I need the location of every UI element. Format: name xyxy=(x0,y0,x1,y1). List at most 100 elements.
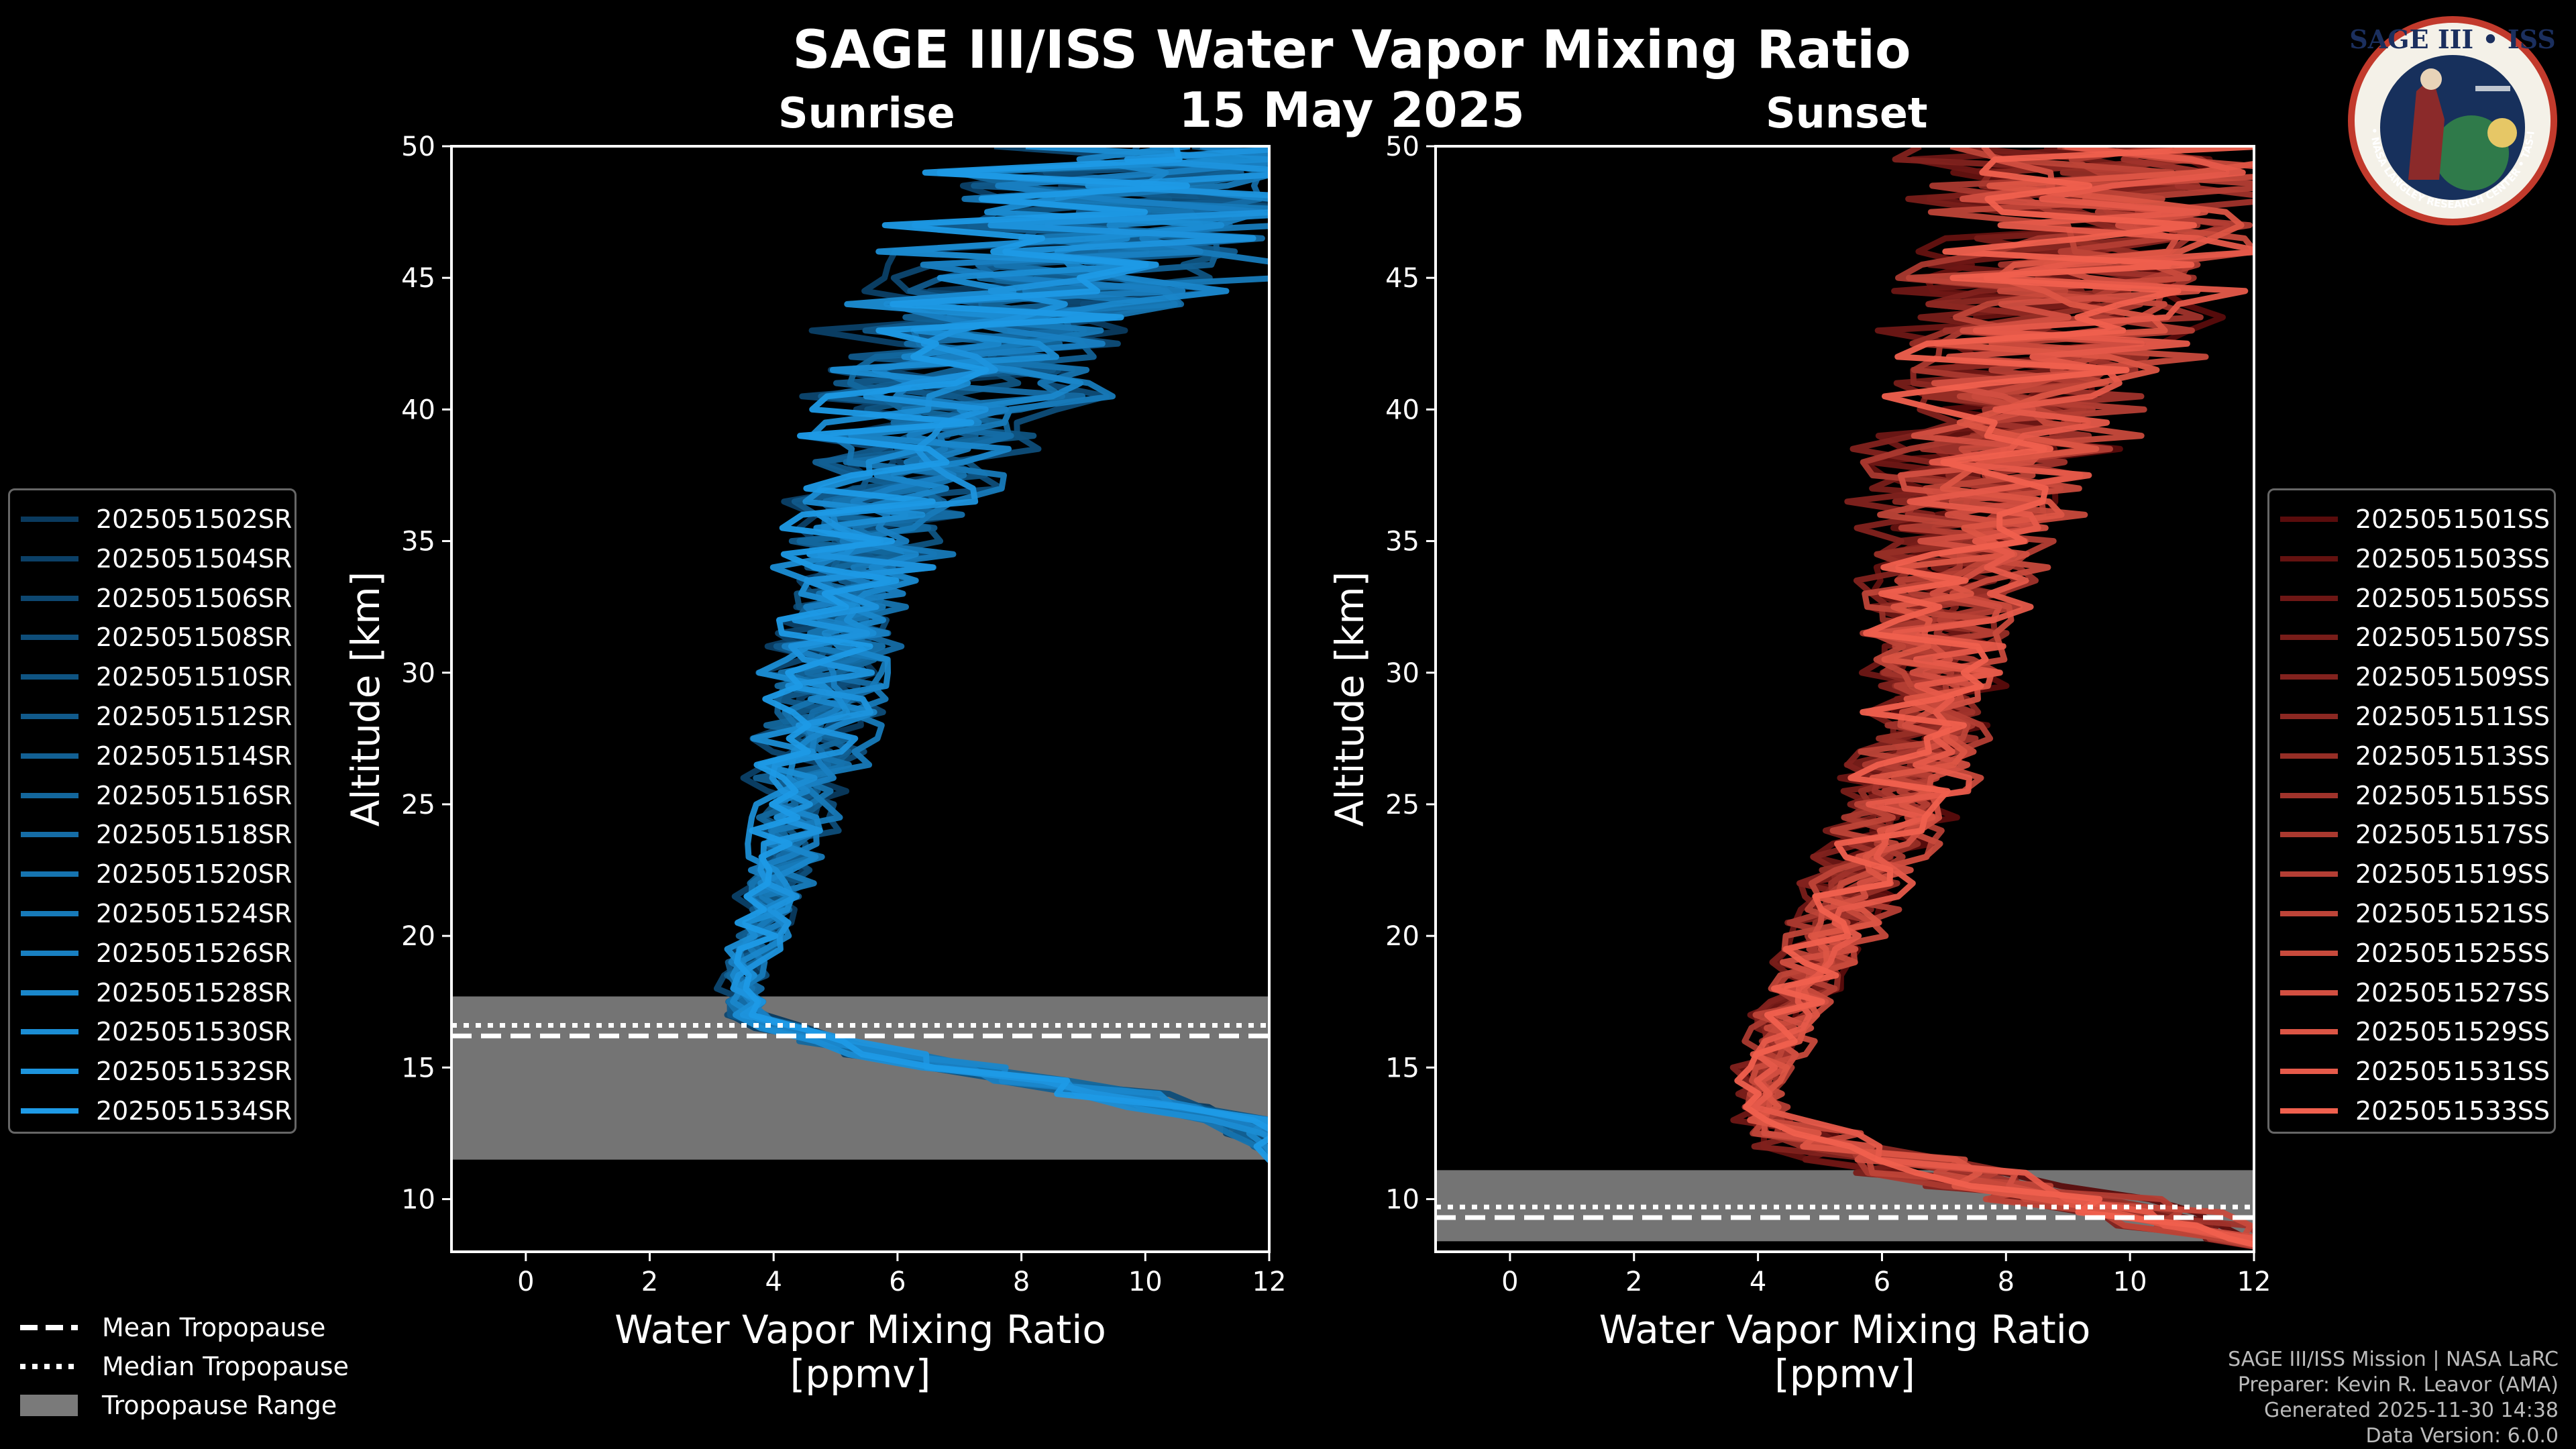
sunset-profile-line xyxy=(1750,146,2254,1242)
sunrise-legend: 2025051502SR 2025051504SR 2025051506SR 2025… xyxy=(8,488,297,1134)
sunset-y-tick-label: 20 xyxy=(1385,921,1419,952)
legend-swatch xyxy=(21,1029,78,1035)
legend-label: 2025051534SR xyxy=(96,1096,292,1126)
legend-label: 2025051513SS xyxy=(2355,741,2551,771)
footer-generated: Generated 2025-11-30 14:38 xyxy=(2263,1399,2559,1422)
sunset-legend: 2025051501SS 2025051503SS 2025051505SS 2025… xyxy=(2267,488,2556,1134)
legend-label: 2025051505SS xyxy=(2355,583,2551,613)
legend-label: 2025051526SR xyxy=(96,938,292,968)
logo-title-text: SAGE III • ISS xyxy=(2349,24,2555,54)
legend-entry: 2025051527SS xyxy=(2269,973,2550,1012)
legend-entry: 2025051510SR xyxy=(10,657,292,696)
footer-preparer: Preparer: Kevin R. Leavor (AMA) xyxy=(2237,1373,2559,1397)
legend-entry: 2025051528SR xyxy=(10,973,292,1012)
legend-swatch xyxy=(2280,1108,2338,1114)
tropopause-legend: Mean Tropopause Median Tropopause Tropop… xyxy=(20,1308,349,1425)
sunset-y-tick-label: 25 xyxy=(1385,790,1419,820)
legend-entry: 2025051516SR xyxy=(10,776,292,815)
sunrise-x-tick-label: 10 xyxy=(1128,1267,1163,1297)
legend-swatch xyxy=(2280,950,2338,956)
logo-sun xyxy=(2487,118,2517,148)
sunrise-axes-frame xyxy=(450,145,1271,1253)
legend-swatch xyxy=(2280,832,2338,838)
legend-entry: 2025051533SS xyxy=(2269,1091,2550,1130)
legend-label: 2025051531SS xyxy=(2355,1057,2551,1087)
legend-entry: 2025051515SS xyxy=(2269,776,2550,815)
sunset-x-tick-label: 10 xyxy=(2113,1267,2147,1297)
sunrise-x-tick-label: 6 xyxy=(889,1267,906,1297)
legend-swatch xyxy=(21,517,78,522)
footer-credits: SAGE III/ISS Mission | NASA LaRC Prepare… xyxy=(2228,1347,2559,1449)
sunset-profile-line xyxy=(1747,160,2254,1247)
legend-entry: 2025051508SR xyxy=(10,618,292,657)
legend-entry: 2025051514SR xyxy=(10,737,292,775)
tropopause-legend-mean: Mean Tropopause xyxy=(20,1308,349,1347)
legend-swatch xyxy=(21,989,78,996)
legend-label: 2025051504SR xyxy=(96,543,292,574)
legend-swatch xyxy=(2280,555,2338,561)
legend-swatch xyxy=(21,950,78,956)
median-tropopause-label: Median Tropopause xyxy=(102,1352,349,1381)
legend-swatch xyxy=(21,1069,78,1075)
sunrise-x-tick-label: 4 xyxy=(765,1267,782,1297)
legend-entry: 2025051531SS xyxy=(2269,1052,2550,1091)
sunset-y-tick-label: 35 xyxy=(1385,527,1419,557)
sunrise-y-tick-label: 30 xyxy=(401,658,435,689)
legend-entry: 2025051532SR xyxy=(10,1052,292,1091)
legend-swatch xyxy=(21,595,78,601)
sunset-profile-line xyxy=(1734,146,2254,1248)
sunset-x-axis-label: Water Vapor Mixing Ratio xyxy=(1599,1307,2091,1352)
sunset-x-tick-label: 0 xyxy=(1501,1267,1518,1297)
tropopause-range-label: Tropopause Range xyxy=(102,1391,337,1420)
sunrise-x-tick-label: 8 xyxy=(1013,1267,1030,1297)
legend-swatch xyxy=(21,753,78,759)
legend-swatch xyxy=(2280,989,2338,996)
sunset-axes-frame xyxy=(1434,145,2255,1253)
legend-entry: 2025051526SR xyxy=(10,934,292,973)
legend-entry: 2025051512SR xyxy=(10,697,292,736)
legend-label: 2025051511SS xyxy=(2355,702,2551,731)
legend-label: 2025051519SS xyxy=(2355,859,2551,890)
sunrise-y-tick-label: 20 xyxy=(401,921,435,952)
legend-swatch xyxy=(2280,792,2338,798)
legend-label: 2025051510SR xyxy=(96,662,292,692)
sunset-y-axis-label: Altitude [km] xyxy=(1327,572,1373,826)
sunset-plot-area xyxy=(1436,146,2254,1250)
legend-entry: 2025051519SS xyxy=(2269,855,2550,894)
legend-label: 2025051508SR xyxy=(96,623,292,653)
legend-label: 2025051533SS xyxy=(2355,1096,2551,1126)
range-swatch xyxy=(20,1395,78,1416)
footer-version: Data Version: 6.0.0 xyxy=(2365,1424,2559,1448)
legend-entry: 2025051504SR xyxy=(10,539,292,578)
legend-entry: 2025051525SS xyxy=(2269,934,2550,973)
legend-entry: 2025051517SS xyxy=(2269,815,2550,854)
footer-mission: SAGE III/ISS Mission | NASA LaRC xyxy=(2228,1348,2559,1371)
legend-swatch xyxy=(21,674,78,680)
legend-swatch xyxy=(2280,911,2338,916)
sunset-x-tick-label: 2 xyxy=(1625,1267,1642,1297)
legend-entry: 2025051513SS xyxy=(2269,737,2550,775)
sunset-y-tick-label: 40 xyxy=(1385,394,1419,425)
sunset-x-tick-label: 6 xyxy=(1874,1267,1890,1297)
legend-label: 2025051521SS xyxy=(2355,899,2551,928)
sunrise-y-tick-label: 10 xyxy=(401,1185,435,1216)
logo-figure xyxy=(2408,76,2445,180)
legend-swatch xyxy=(21,1108,78,1114)
legend-label: 2025051525SS xyxy=(2355,938,2551,968)
legend-entry: 2025051509SS xyxy=(2269,657,2550,696)
mean-line-swatch xyxy=(20,1325,78,1330)
legend-label: 2025051509SS xyxy=(2355,662,2551,692)
legend-label: 2025051506SR xyxy=(96,583,292,613)
sunrise-y-tick-label: 15 xyxy=(401,1053,435,1083)
sunrise-y-tick-label: 45 xyxy=(401,263,435,294)
legend-swatch xyxy=(2280,595,2338,601)
sunrise-x-tick-label: 0 xyxy=(517,1267,534,1297)
sunrise-y-tick-label: 25 xyxy=(401,790,435,820)
sunrise-x-axis-label: [ppmv] xyxy=(790,1351,931,1397)
sunset-panel-title: Sunset xyxy=(1766,89,1928,138)
legend-label: 2025051512SR xyxy=(96,702,292,731)
legend-label: 2025051532SR xyxy=(96,1057,292,1087)
sunrise-x-tick-label: 12 xyxy=(1252,1267,1287,1297)
tropopause-legend-median: Median Tropopause xyxy=(20,1347,349,1386)
sunset-y-tick-label: 45 xyxy=(1385,263,1419,294)
